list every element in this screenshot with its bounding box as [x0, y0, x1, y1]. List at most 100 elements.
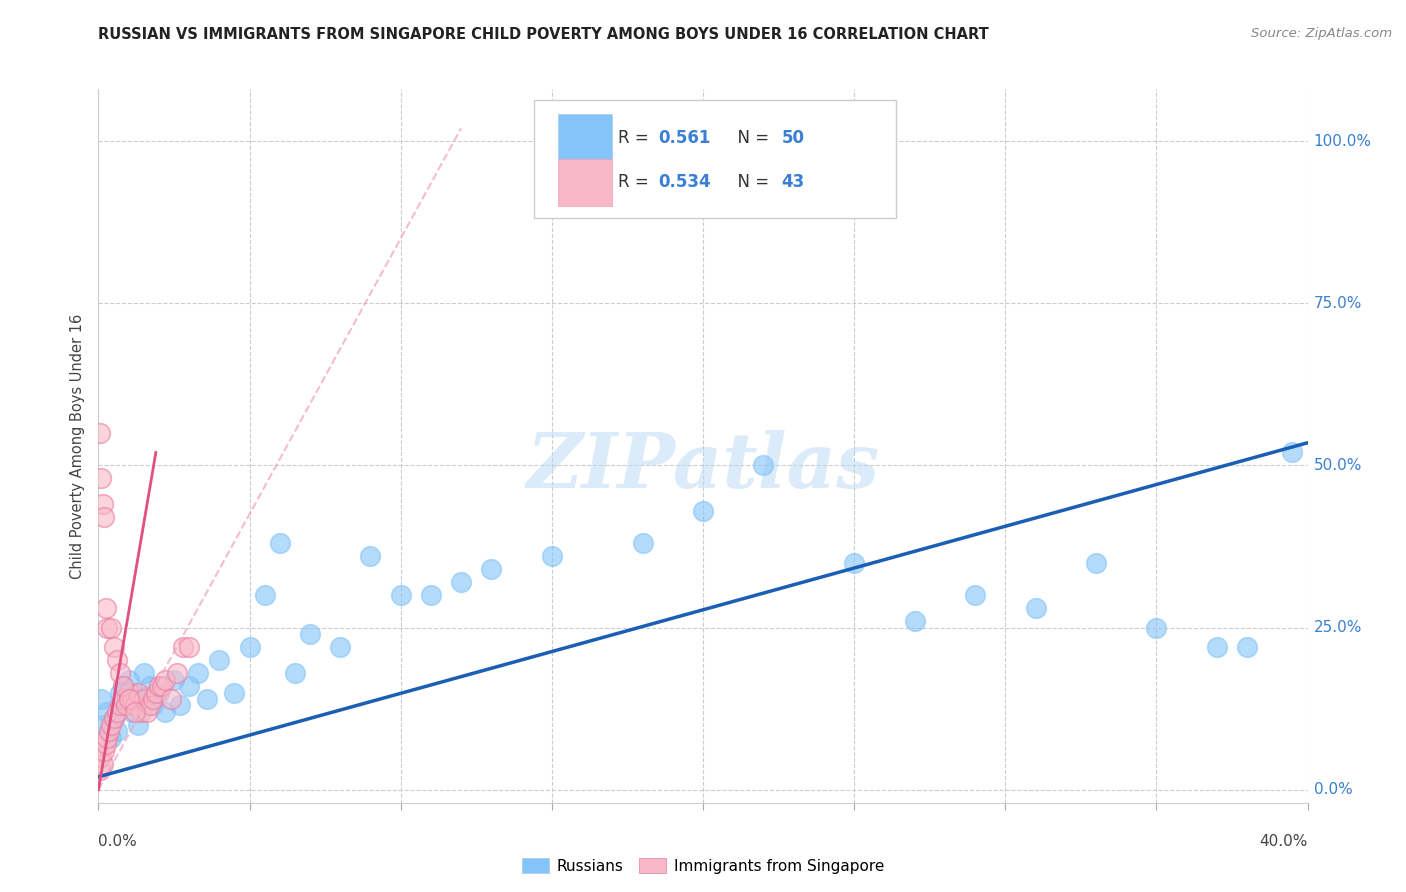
- Point: [89, 764, 111, 778]
- Point: [108, 698, 131, 713]
- Point: [148, 685, 170, 699]
- Text: Source: ZipAtlas.com: Source: ZipAtlas.com: [1251, 27, 1392, 40]
- Point: [114, 698, 136, 713]
- Point: [1281, 445, 1303, 459]
- Point: [96, 705, 118, 719]
- Point: [118, 673, 141, 687]
- Point: [419, 588, 441, 602]
- Text: 0.0%: 0.0%: [98, 834, 138, 849]
- Point: [105, 724, 128, 739]
- Point: [103, 640, 125, 654]
- FancyBboxPatch shape: [558, 114, 612, 161]
- Point: [124, 698, 146, 713]
- Point: [150, 679, 173, 693]
- Point: [132, 666, 155, 681]
- Point: [752, 458, 775, 473]
- Text: 50.0%: 50.0%: [1313, 458, 1362, 473]
- Text: 75.0%: 75.0%: [1313, 296, 1362, 310]
- Text: 25.0%: 25.0%: [1313, 620, 1362, 635]
- Point: [124, 705, 146, 719]
- Point: [239, 640, 262, 654]
- Text: 0.0%: 0.0%: [1313, 782, 1353, 797]
- Point: [127, 718, 149, 732]
- Point: [169, 698, 191, 713]
- Text: N =: N =: [727, 128, 775, 146]
- Text: 0.561: 0.561: [658, 128, 710, 146]
- Text: N =: N =: [727, 173, 775, 191]
- Point: [129, 692, 152, 706]
- Point: [103, 711, 125, 725]
- FancyBboxPatch shape: [558, 159, 612, 205]
- Point: [111, 679, 134, 693]
- Point: [145, 685, 167, 699]
- Point: [135, 705, 157, 719]
- Point: [1206, 640, 1229, 654]
- Point: [540, 549, 562, 564]
- Point: [139, 679, 162, 693]
- Point: [94, 601, 117, 615]
- Text: RUSSIAN VS IMMIGRANTS FROM SINGAPORE CHILD POVERTY AMONG BOYS UNDER 16 CORRELATI: RUSSIAN VS IMMIGRANTS FROM SINGAPORE CHI…: [98, 27, 990, 42]
- Point: [90, 750, 112, 764]
- Point: [105, 653, 128, 667]
- Point: [108, 685, 131, 699]
- Point: [111, 679, 134, 693]
- Point: [105, 705, 128, 719]
- Text: R =: R =: [619, 128, 654, 146]
- Point: [93, 718, 115, 732]
- Point: [100, 718, 122, 732]
- Point: [153, 705, 176, 719]
- Point: [118, 685, 141, 699]
- Point: [187, 666, 209, 681]
- Point: [132, 692, 155, 706]
- Point: [103, 711, 125, 725]
- Point: [91, 497, 114, 511]
- Point: [284, 666, 307, 681]
- Point: [1024, 601, 1046, 615]
- FancyBboxPatch shape: [534, 100, 897, 218]
- Point: [450, 575, 472, 590]
- Point: [389, 588, 412, 602]
- Point: [108, 666, 131, 681]
- Point: [172, 640, 194, 654]
- Point: [121, 692, 143, 706]
- Point: [153, 673, 176, 687]
- Point: [1144, 621, 1167, 635]
- Point: [98, 724, 121, 739]
- Text: R =: R =: [619, 173, 654, 191]
- Point: [142, 692, 165, 706]
- Text: 100.0%: 100.0%: [1313, 134, 1372, 149]
- Point: [93, 510, 115, 524]
- Point: [121, 705, 143, 719]
- Point: [208, 653, 231, 667]
- Point: [89, 425, 111, 440]
- Point: [160, 692, 183, 706]
- Point: [114, 698, 136, 713]
- Point: [139, 698, 162, 713]
- Text: 50: 50: [782, 128, 804, 146]
- Point: [631, 536, 654, 550]
- Point: [100, 731, 122, 745]
- Point: [844, 556, 866, 570]
- Point: [90, 692, 112, 706]
- Text: ZIPatlas: ZIPatlas: [526, 431, 880, 504]
- Point: [1085, 556, 1108, 570]
- Point: [93, 744, 115, 758]
- Point: [127, 685, 149, 699]
- Text: 40.0%: 40.0%: [1260, 834, 1308, 849]
- Point: [269, 536, 291, 550]
- Point: [692, 504, 714, 518]
- Text: 0.534: 0.534: [658, 173, 711, 191]
- Point: [100, 621, 122, 635]
- Point: [224, 685, 246, 699]
- Point: [96, 621, 118, 635]
- Point: [96, 731, 118, 745]
- Point: [129, 705, 152, 719]
- Point: [124, 685, 146, 699]
- Point: [166, 666, 188, 681]
- Point: [142, 698, 165, 713]
- Point: [118, 692, 141, 706]
- Text: 43: 43: [782, 173, 804, 191]
- Point: [177, 640, 201, 654]
- Point: [1236, 640, 1258, 654]
- Point: [329, 640, 352, 654]
